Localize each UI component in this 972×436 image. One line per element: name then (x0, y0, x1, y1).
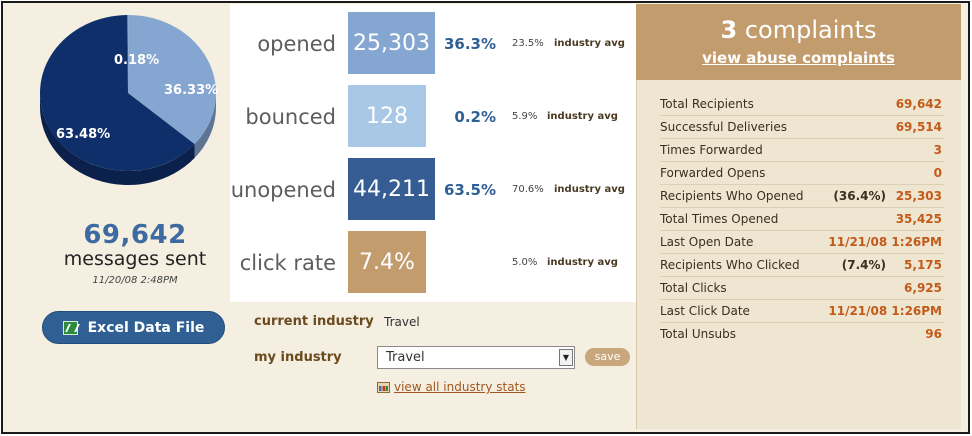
current-industry-label: current industry (254, 314, 374, 329)
pie-slice (127, 15, 129, 94)
stat-row-click-rate: click rate 7.4% 5.0% industry avg (230, 231, 636, 295)
stat-name: opened (257, 32, 336, 56)
stat-value-box: 25,303 (348, 12, 435, 74)
detail-label: Last Open Date (660, 235, 754, 249)
detail-label: Forwarded Opens (660, 166, 766, 180)
current-industry-value: Travel (384, 315, 420, 329)
messages-sent-label: messages sent (63, 248, 207, 270)
detail-value: 11/21/08 1:26PM (828, 304, 942, 318)
detail-value: 6,925 (904, 281, 942, 295)
excel-data-file-button[interactable]: Excel Data File (42, 311, 225, 344)
stat-value-box: 7.4% (348, 231, 426, 293)
pie-label-unopened: 63.48% (56, 127, 111, 142)
stat-industry-label: industry avg (554, 184, 625, 195)
stat-name: bounced (245, 105, 336, 129)
stat-industry-value: 5.0% (512, 257, 538, 268)
excel-button-label: Excel Data File (87, 319, 205, 336)
complaints-word: complaints (744, 16, 877, 44)
pie-slice (40, 15, 195, 171)
sent-date: 11/20/08 2:48PM (92, 275, 178, 286)
detail-value: 96 (925, 327, 942, 341)
my-industry-label: my industry (254, 350, 342, 365)
detail-row: Total Times Opened 35,425 (660, 208, 944, 231)
detail-value: 69,642 (895, 97, 942, 111)
pie-label-opened: 36.33% (164, 83, 219, 98)
stat-row-opened: opened 25,303 36.3% 23.5% industry avg (230, 12, 636, 76)
stat-percent: 0.2% (454, 108, 496, 126)
pie-slice (128, 15, 216, 145)
detail-value: 69,514 (895, 120, 942, 134)
complaints-title: 3 complaints (636, 16, 961, 44)
detail-label: Recipients Who Clicked (660, 258, 800, 272)
stat-percent: 36.3% (443, 35, 496, 53)
view-industry-stats-link[interactable]: view all industry stats (377, 380, 526, 394)
detail-label: Recipients Who Opened (660, 189, 804, 203)
detail-label: Successful Deliveries (660, 120, 787, 134)
detail-row: Recipients Who Clicked (7.4%) 5,175 (660, 254, 944, 277)
stat-industry-value: 5.9% (512, 111, 538, 122)
excel-icon (62, 320, 78, 335)
detail-label: Total Unsubs (660, 327, 736, 341)
detail-label: Last Click Date (660, 304, 750, 318)
view-abuse-complaints-link[interactable]: view abuse complaints (702, 49, 895, 67)
detail-percent: (36.4%) (833, 189, 886, 203)
chevron-down-icon[interactable]: ▼ (559, 349, 573, 366)
chart-icon (377, 381, 390, 393)
detail-row: Total Clicks 6,925 (660, 277, 944, 300)
stat-row-bounced: bounced 128 0.2% 5.9% industry avg (230, 85, 636, 149)
stat-industry-label: industry avg (547, 111, 618, 122)
stat-industry-label: industry avg (547, 257, 618, 268)
stat-name: unopened (230, 178, 336, 202)
pie-label-small: 0.18% (114, 53, 160, 68)
details-list: Total Recipients 69,642 Successful Delive… (660, 93, 944, 346)
save-button[interactable]: save (585, 348, 630, 366)
detail-value: 11/21/08 1:26PM (828, 235, 942, 249)
detail-value: 5,175 (904, 258, 942, 272)
complaints-count: 3 (720, 16, 738, 44)
detail-row: Total Unsubs 96 (660, 323, 944, 346)
detail-row: Last Open Date 11/21/08 1:26PM (660, 231, 944, 254)
stat-industry-label: industry avg (554, 38, 625, 49)
detail-row: Recipients Who Opened (36.4%) 25,303 (660, 185, 944, 208)
stats-panel: opened 25,303 36.3% 23.5% industry avg b… (230, 4, 636, 302)
detail-row: Forwarded Opens 0 (660, 162, 944, 185)
detail-row: Total Recipients 69,642 (660, 93, 944, 116)
stat-value-box: 44,211 (348, 158, 435, 220)
detail-label: Total Clicks (660, 281, 727, 295)
sent-pie-chart: 0.18% 36.33% 63.48% (38, 13, 228, 203)
detail-value: 35,425 (895, 212, 942, 226)
detail-value: 0 (933, 166, 942, 180)
stat-industry-value: 70.6% (512, 184, 544, 195)
view-industry-stats-text[interactable]: view all industry stats (394, 380, 526, 394)
detail-percent: (7.4%) (841, 258, 886, 272)
detail-label: Total Recipients (660, 97, 754, 111)
complaints-header: 3 complaints view abuse complaints (636, 4, 961, 80)
messages-sent-count: 69,642 (83, 220, 187, 250)
detail-value: 3 (933, 143, 942, 157)
stat-percent: 63.5% (443, 181, 496, 199)
detail-row: Successful Deliveries 69,514 (660, 116, 944, 139)
industry-select-value: Travel (386, 350, 425, 365)
detail-label: Total Times Opened (660, 212, 779, 226)
industry-select[interactable]: Travel ▼ (377, 346, 575, 369)
detail-value: 25,303 (895, 189, 942, 203)
detail-row: Times Forwarded 3 (660, 139, 944, 162)
pie-slice-side (40, 93, 195, 186)
pie-slice-side (194, 93, 216, 159)
stat-row-unopened: unopened 44,211 63.5% 70.6% industry avg (230, 158, 636, 222)
detail-label: Times Forwarded (660, 143, 763, 157)
detail-row: Last Click Date 11/21/08 1:26PM (660, 300, 944, 323)
pie-svg (40, 15, 216, 186)
stat-value-box: 128 (348, 85, 426, 147)
stat-name: click rate (239, 251, 336, 275)
stat-industry-value: 23.5% (512, 38, 544, 49)
